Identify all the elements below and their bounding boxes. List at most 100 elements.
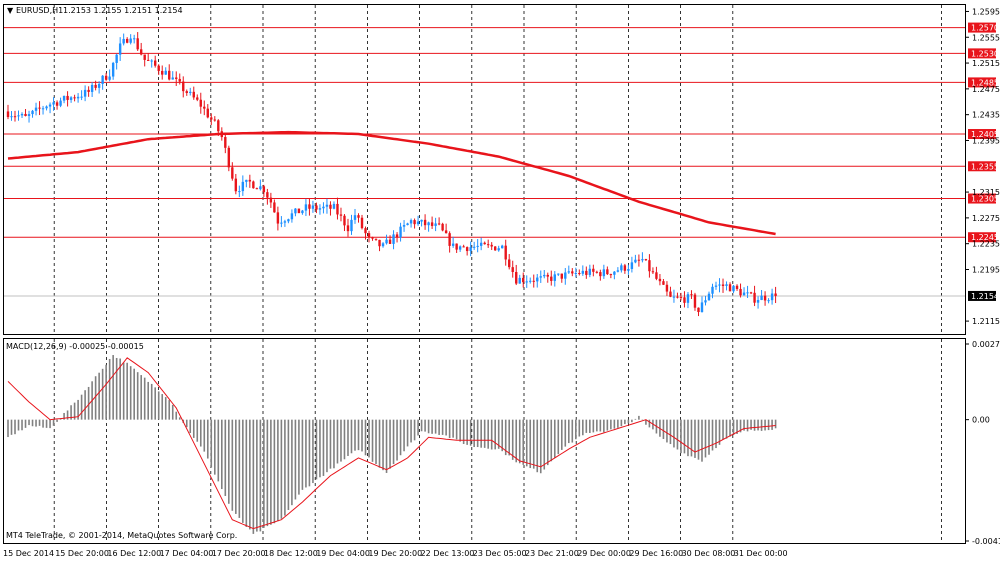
macd-bar	[424, 419, 426, 432]
candle-body	[581, 270, 585, 274]
macd-bar	[213, 419, 216, 475]
macd-bar	[242, 419, 244, 523]
candle-body	[332, 203, 336, 209]
candle-body	[157, 65, 160, 71]
macd-bar	[256, 419, 258, 532]
macd-bar	[45, 419, 48, 428]
candle-body	[17, 115, 20, 117]
macd-bar	[259, 419, 262, 532]
macd-bar	[291, 419, 293, 506]
candle-body	[125, 38, 129, 43]
candle-body	[606, 269, 609, 275]
macd-bar	[550, 419, 553, 462]
macd-bar	[715, 419, 717, 449]
candle-body	[185, 91, 188, 94]
candle-body	[686, 294, 690, 303]
menu-triangle-icon[interactable]: ▼	[7, 6, 14, 15]
macd-bar	[98, 372, 100, 420]
candle-body	[588, 268, 592, 275]
candle-body	[395, 234, 399, 238]
macd-bar	[266, 419, 269, 527]
macd-bar	[673, 419, 675, 448]
candle-body	[651, 271, 655, 273]
macd-bar	[31, 419, 34, 427]
macd-bar	[729, 419, 731, 437]
candle-body	[69, 97, 73, 100]
candle-body	[679, 296, 683, 298]
macd-bar	[722, 419, 724, 440]
macd-bar	[585, 419, 588, 433]
macd-bar	[336, 419, 339, 464]
price-level-badge	[968, 77, 996, 88]
candle-body	[774, 293, 777, 296]
current-price-label: 1.2154	[971, 292, 999, 301]
time-tick-label: 18 Dec 12:00	[264, 549, 318, 558]
macd-bar	[168, 400, 171, 420]
ohlc-values: 1.2153 1.2155 1.2151 1.2154	[63, 6, 183, 15]
candle-body	[486, 244, 490, 246]
macd-bar	[249, 419, 251, 530]
macd-bar	[140, 375, 142, 420]
macd-bar	[108, 358, 111, 420]
candle-body	[423, 219, 427, 226]
macd-bar	[42, 419, 44, 428]
candle-body	[595, 271, 599, 273]
candle-body	[73, 97, 76, 99]
candle-body	[297, 208, 301, 214]
macd-bar	[473, 419, 475, 448]
candlesticks	[6, 32, 777, 317]
macd-bar	[638, 415, 640, 420]
time-tick-label: 30 Dec 08:00	[682, 549, 736, 558]
macd-bar	[354, 419, 356, 451]
candle-body	[104, 75, 108, 80]
candle-body	[399, 226, 402, 238]
macd-bar	[522, 419, 525, 465]
candle-body	[693, 294, 697, 308]
macd-bar	[347, 419, 349, 456]
candle-body	[721, 284, 725, 286]
macd-bar	[669, 419, 672, 445]
macd-bar	[280, 419, 283, 519]
macd-bar	[157, 391, 160, 420]
time-tick-label: 17 Dec 20:00	[212, 549, 266, 558]
macd-bar	[7, 419, 9, 438]
macd-bar	[49, 419, 51, 429]
macd-bar	[273, 419, 276, 524]
macd-bar	[617, 419, 619, 428]
price-level-label: 1.2530	[971, 49, 999, 58]
macd-bar	[417, 419, 419, 436]
time-tick-label: 29 Dec 16:00	[629, 549, 683, 558]
time-tick-label: 22 Dec 13:00	[421, 549, 475, 558]
macd-bar	[315, 419, 318, 480]
macd-bar	[277, 419, 279, 522]
candle-body	[539, 276, 542, 278]
macd-bar	[690, 419, 693, 457]
macd-bar	[129, 366, 132, 420]
macd-bar	[767, 419, 770, 431]
macd-bar	[206, 419, 209, 459]
candle-body	[83, 89, 87, 97]
macd-bar	[245, 419, 248, 527]
candle-body	[360, 217, 364, 229]
macd-bar	[497, 419, 500, 449]
macd-bar	[329, 419, 332, 469]
macd-bar	[343, 419, 346, 460]
macd-bar	[680, 419, 682, 454]
price-level-badge	[968, 48, 996, 59]
macd-bar	[606, 419, 609, 431]
macd-bar	[760, 419, 763, 431]
candle-body	[90, 84, 94, 92]
candle-body	[508, 259, 511, 268]
macd-bar	[511, 419, 514, 460]
candle-body	[6, 111, 10, 118]
macd-bar	[175, 411, 178, 420]
candle-body	[669, 291, 672, 297]
candle-body	[553, 274, 556, 281]
macd-bar	[21, 419, 23, 431]
candle-body	[627, 268, 630, 271]
candle-body	[602, 269, 606, 277]
candle-body	[80, 96, 83, 98]
candle-body	[532, 280, 535, 282]
